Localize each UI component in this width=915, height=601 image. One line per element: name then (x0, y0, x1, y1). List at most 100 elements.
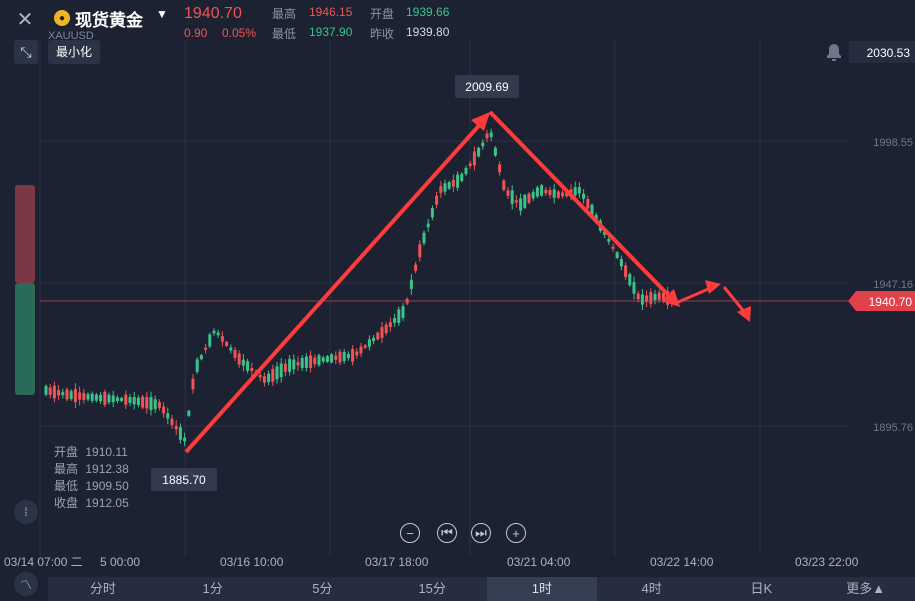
candle-body (48, 387, 52, 395)
x-axis-labels: 03/14 07:00 二 5 00:00 03/16 10:00 03/17 … (4, 555, 859, 569)
trough-value: 1885.70 (162, 473, 206, 487)
candle-body (225, 341, 229, 346)
candle-body (510, 190, 514, 204)
candle-body (628, 274, 632, 286)
candle-body (208, 334, 212, 347)
low-label: 最低 (272, 27, 297, 41)
tab-more[interactable]: 更多▲ (846, 581, 886, 596)
ohlc-open-label: 开盘 (54, 445, 79, 459)
candle-body (519, 198, 523, 211)
candle-body (607, 238, 611, 242)
zoom-out-icon[interactable]: − (400, 523, 420, 543)
candle-body (657, 292, 661, 300)
tab-15m[interactable]: 15分 (418, 581, 446, 596)
candle-body (640, 294, 644, 305)
ohlc-close: 1912.05 (85, 496, 129, 510)
candle-body (468, 163, 472, 167)
x-label-2: 5 00:00 (100, 555, 140, 569)
candle-body (229, 347, 233, 351)
candle-body (472, 151, 476, 166)
candle-body (78, 392, 82, 400)
timeframe-tabs: 分时 1分 5分 15分 1时 4时 日K 更多▲ (48, 577, 915, 601)
candle-body (115, 397, 119, 401)
candle-body (363, 345, 367, 348)
candle-body (477, 147, 481, 157)
candle-body (321, 357, 325, 362)
candle-body (456, 174, 460, 188)
candle-body (141, 396, 145, 408)
peak-label: 2009.69 (455, 75, 519, 98)
x-label-5: 03/21 04:00 (507, 555, 571, 569)
candle-body (422, 232, 426, 244)
candle-body (178, 427, 182, 440)
candle-body (388, 322, 392, 327)
gold-coin-icon: ● (54, 10, 70, 26)
candle-body (103, 391, 107, 405)
candle-body (493, 147, 497, 156)
step-back-icon[interactable]: ⏮ (437, 523, 457, 543)
candle-body (191, 378, 195, 390)
candle-body (372, 337, 376, 342)
candle-body (481, 142, 485, 147)
ohlc-high: 1912.38 (85, 462, 129, 476)
candle-body (359, 346, 363, 354)
tab-4h[interactable]: 4时 (641, 581, 662, 596)
candle-body (94, 394, 98, 401)
chart-type-icon[interactable]: 〽 (14, 572, 38, 596)
volume-side-bar (15, 185, 35, 395)
candle-body (317, 355, 321, 366)
candle-body (569, 189, 573, 196)
indicator-icon[interactable]: ⁞ (14, 500, 38, 524)
candle-body (498, 164, 502, 173)
candle-body (653, 293, 657, 301)
current-price-tag-bg (848, 291, 915, 311)
close-icon[interactable]: ✕ (16, 8, 34, 31)
candle-body (275, 366, 279, 380)
tab-daily[interactable]: 日K (750, 581, 773, 596)
candle-body (296, 362, 300, 366)
ohlc-low-label: 最低 (54, 479, 79, 493)
uptrend-arrow (184, 118, 486, 454)
step-forward-icon[interactable]: ⏭ (471, 523, 491, 543)
low-value: 1937.90 (309, 25, 353, 39)
prev-close-value: 1939.80 (406, 25, 450, 39)
candle-body (107, 394, 111, 403)
candle-body (636, 293, 640, 300)
candle-body (645, 295, 649, 302)
tab-1m[interactable]: 1分 (202, 581, 223, 596)
candle-body (44, 386, 48, 395)
candle-body (489, 132, 493, 138)
candle-body (661, 292, 665, 301)
tab-1h[interactable]: 1时 (487, 577, 597, 601)
high-value: 1946.15 (309, 5, 353, 19)
forecast-up-arrow (675, 285, 714, 305)
symbol-dropdown-icon[interactable]: ▼ (156, 7, 168, 21)
candle-body (300, 358, 304, 368)
ohlc-open: 1910.11 (85, 445, 128, 459)
candle-body (401, 306, 405, 318)
current-price: 1940.70 (184, 5, 242, 22)
tab-timeshare[interactable]: 分时 (89, 581, 116, 596)
candle-body (514, 200, 518, 203)
candle-body (57, 390, 61, 396)
symbol-name[interactable]: 现货黄金 (75, 11, 143, 30)
candle-body (535, 187, 539, 197)
candle-body (162, 406, 166, 414)
candle-body (304, 356, 308, 368)
candle-body (376, 332, 380, 340)
zoom-in-icon[interactable]: + (506, 523, 526, 543)
candle-body (262, 376, 266, 383)
tab-5m[interactable]: 5分 (312, 581, 333, 596)
candle-body (527, 193, 531, 203)
candle-body (439, 186, 443, 193)
minimize-icon[interactable]: ⤡ (14, 40, 38, 64)
candle-body (586, 198, 590, 209)
candle-body (187, 410, 191, 416)
candle-body (561, 192, 565, 197)
candle-body (111, 395, 115, 403)
candle-body (132, 397, 136, 405)
candle-body (426, 223, 430, 228)
y-label-4: 1895.76 (873, 422, 913, 434)
ohlc-close-label: 收盘 (54, 496, 79, 510)
